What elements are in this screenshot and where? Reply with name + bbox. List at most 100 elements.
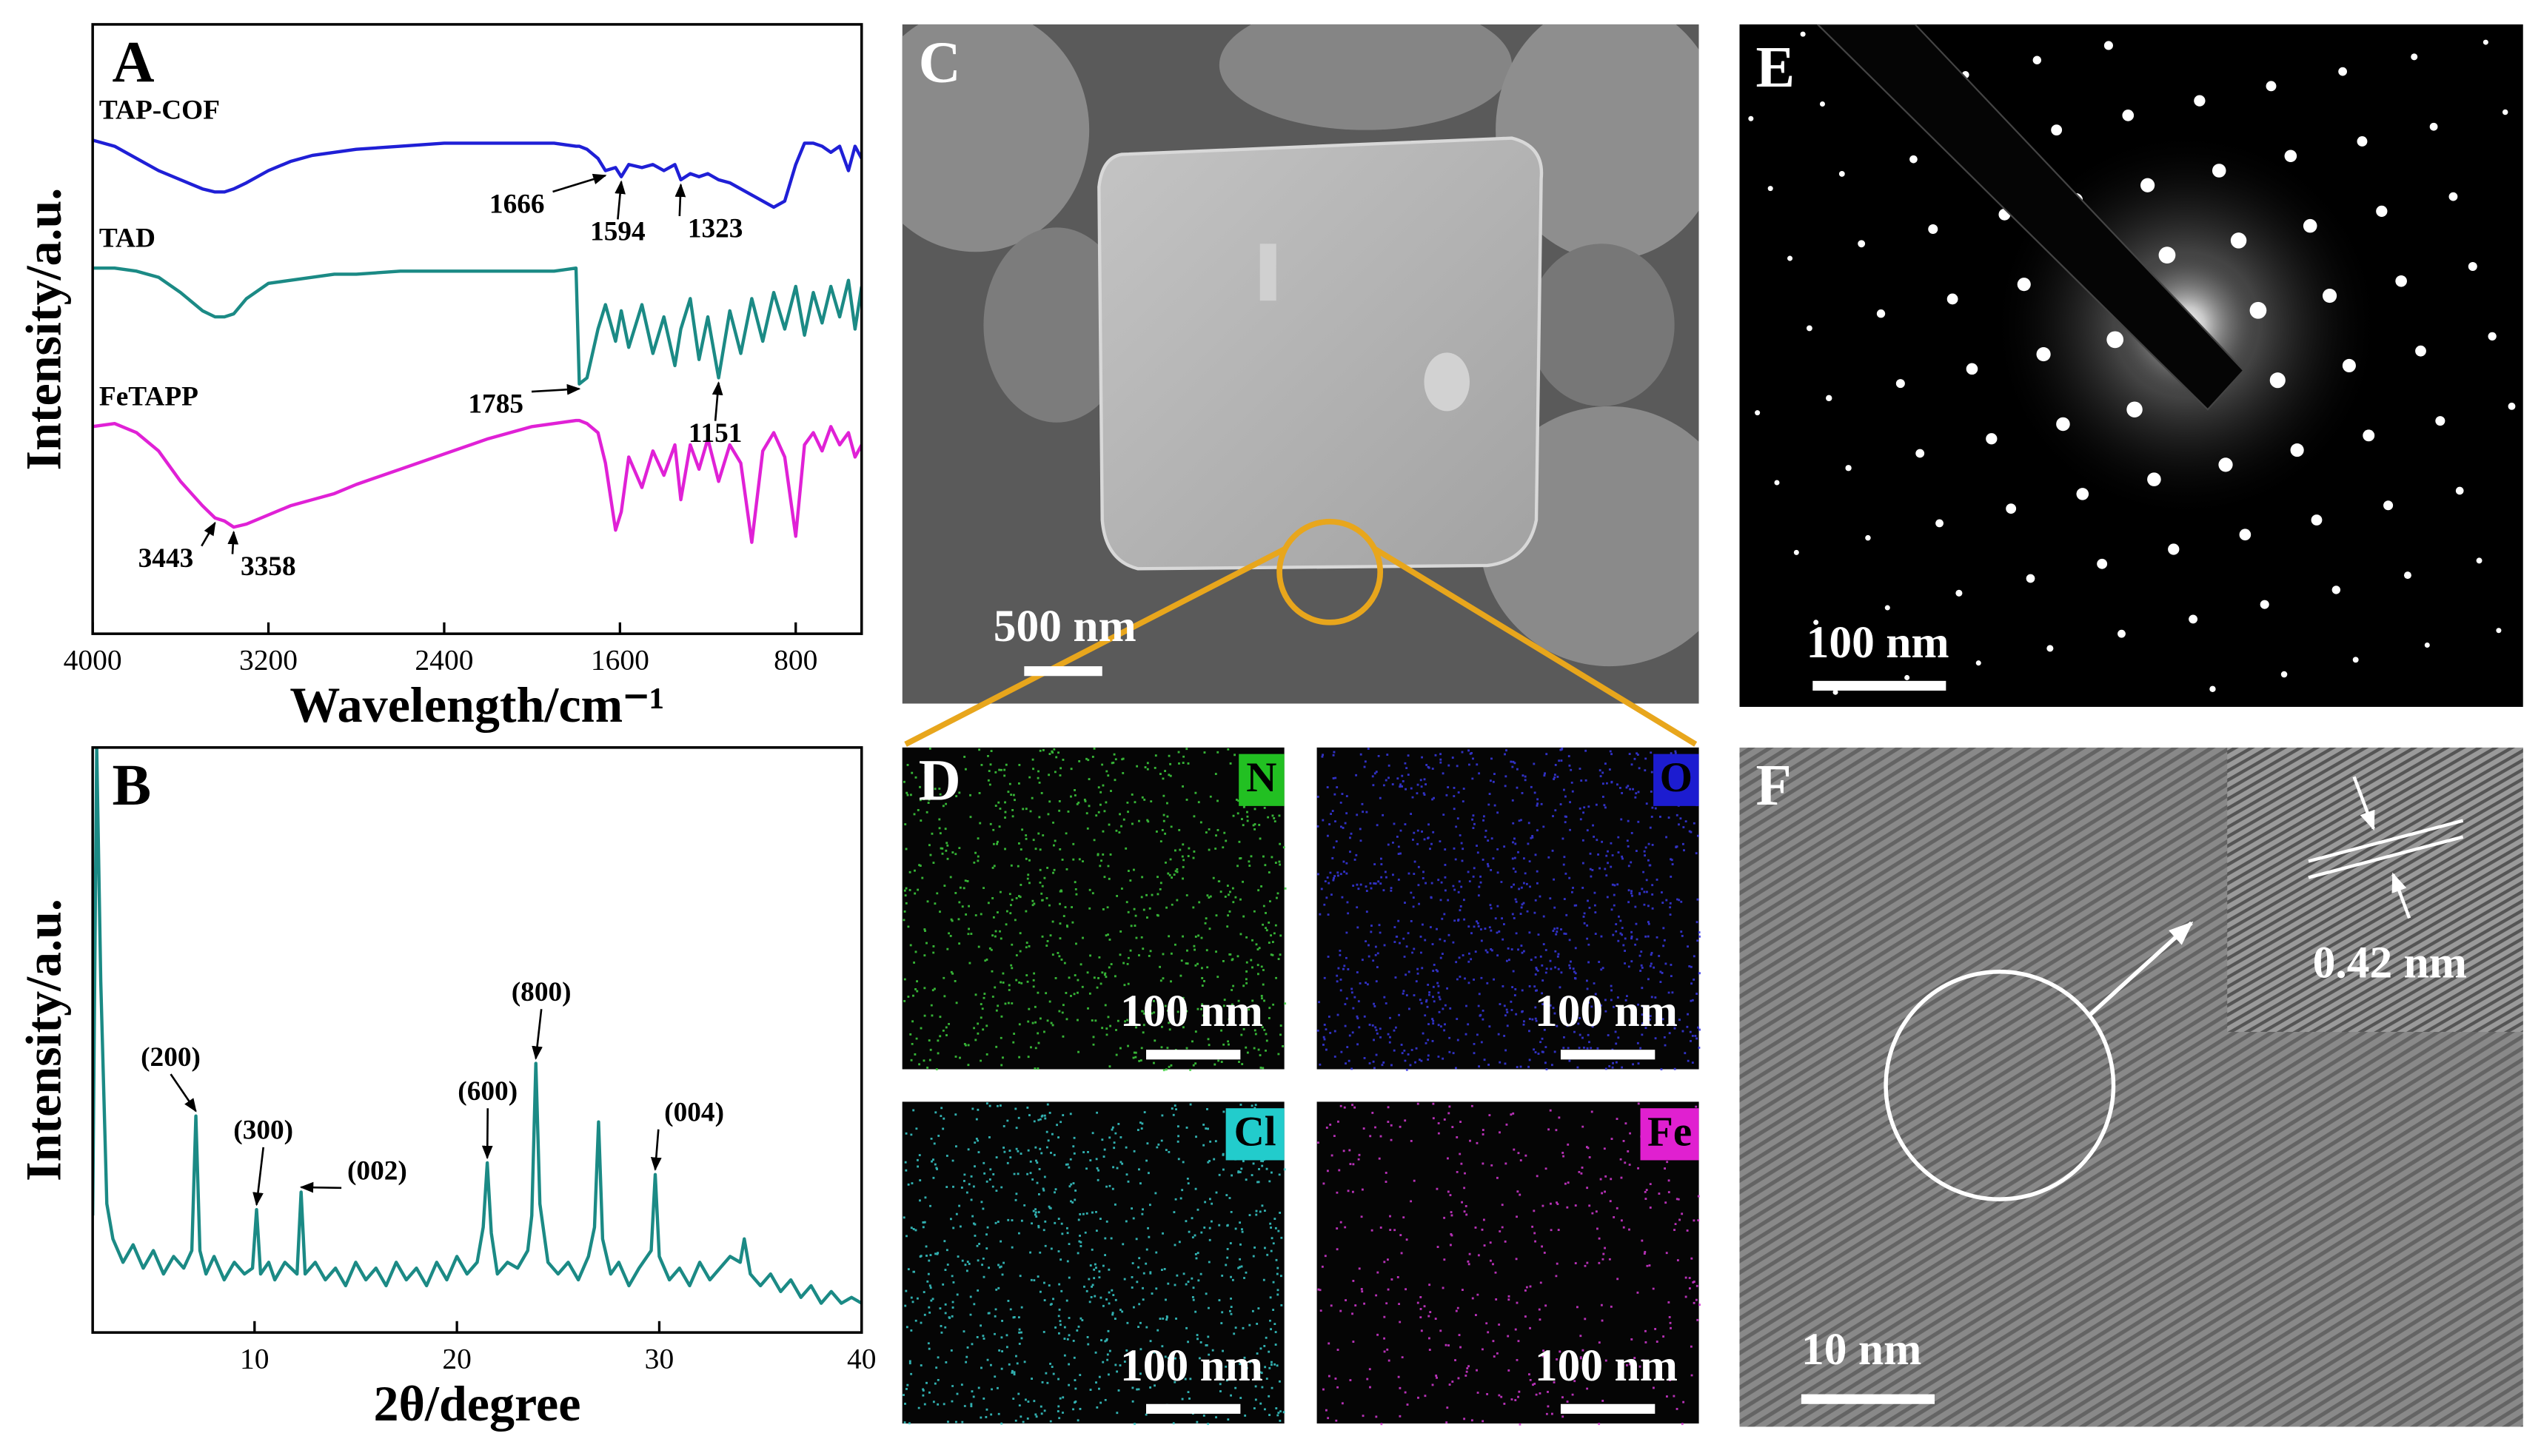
y-axis-title: Intensity/a.u. bbox=[15, 188, 71, 471]
x-tick-label: 2400 bbox=[415, 644, 473, 677]
diffraction-spot bbox=[1935, 519, 1944, 528]
diffraction-spot bbox=[2212, 164, 2226, 178]
diffraction-spot bbox=[2239, 529, 2252, 541]
diffraction-spot bbox=[1845, 465, 1852, 472]
annotation-label: 1666 bbox=[489, 189, 545, 219]
diffraction-spot bbox=[2496, 628, 2502, 634]
diffraction-spot bbox=[2342, 358, 2356, 373]
series-name: TAP-COF bbox=[99, 95, 220, 126]
diffraction-spot bbox=[1966, 363, 1978, 375]
data-line bbox=[93, 747, 862, 1305]
annotation-label: (300) bbox=[233, 1116, 293, 1146]
diffraction-spot bbox=[2118, 629, 2126, 638]
diffraction-spot bbox=[2415, 345, 2426, 357]
hrtem-circle bbox=[1884, 970, 2116, 1201]
annotation-arrow bbox=[201, 521, 216, 547]
sem-feature bbox=[1424, 352, 1470, 412]
eds-background bbox=[902, 1101, 1285, 1424]
y-axis-title: Intensity/a.u. bbox=[15, 899, 71, 1181]
zoom-line bbox=[904, 546, 1286, 747]
sem-image bbox=[902, 24, 1699, 704]
diffraction-spot bbox=[1774, 480, 1780, 486]
chart: TAP-COF TAD FeTAPP 4000 3200 2400 1600 800 Wavel… bbox=[15, 23, 863, 733]
diffraction-spot bbox=[2158, 246, 2176, 264]
x-tick-label: 4000 bbox=[64, 644, 122, 677]
diffraction-spot bbox=[2352, 657, 2359, 663]
diffraction-spot bbox=[2395, 275, 2407, 287]
diffraction-spot bbox=[2097, 558, 2108, 569]
diffraction-spot bbox=[2046, 645, 2054, 652]
diffraction-spot bbox=[2284, 150, 2297, 163]
scale-bar bbox=[1560, 1403, 1656, 1414]
x-axis-title: Wavelength/cm⁻¹ bbox=[289, 677, 664, 733]
data-line bbox=[93, 418, 862, 544]
scale-bar bbox=[1801, 1394, 1935, 1404]
diffraction-spot bbox=[2209, 685, 2216, 693]
panel-label: F bbox=[1755, 754, 1791, 818]
panel-label: B bbox=[113, 754, 152, 818]
element-label: Cl bbox=[1234, 1109, 1276, 1155]
annotation-label: (002) bbox=[347, 1156, 407, 1187]
diffraction-spot bbox=[2260, 600, 2269, 609]
scale-bar-label: 100 nm bbox=[1120, 986, 1263, 1036]
diffraction-spot bbox=[2280, 671, 2288, 678]
x-tick-label: 3200 bbox=[239, 644, 298, 677]
diffraction-spot bbox=[1904, 674, 1910, 680]
scale-bar-label: 100 nm bbox=[1535, 1341, 1678, 1391]
scale-bar-label: 100 nm bbox=[1120, 1341, 1263, 1391]
diffraction-spot bbox=[2006, 503, 2017, 514]
scale-bar bbox=[1024, 666, 1102, 677]
charts: TAP-COF TAD FeTAPP 4000 3200 2400 1600 800 Wavel… bbox=[15, 23, 877, 1432]
annotation-arrow bbox=[615, 180, 626, 220]
diffraction-spot bbox=[2435, 416, 2445, 426]
diffraction-spot bbox=[2249, 301, 2267, 319]
annotation-label: (600) bbox=[458, 1076, 518, 1107]
diffraction-spot bbox=[2468, 262, 2477, 272]
diffraction-spot bbox=[1928, 224, 1938, 235]
hrtem-arrow bbox=[2087, 921, 2194, 1018]
eds-map: Fe 100 nm bbox=[1316, 1101, 1701, 1426]
diffraction-spot bbox=[1767, 186, 1773, 192]
diffraction-spot bbox=[2376, 205, 2388, 218]
diffraction-spot bbox=[1946, 293, 1958, 305]
annotation-label: 1785 bbox=[468, 389, 523, 419]
diffraction-spot bbox=[1915, 449, 1925, 458]
plot-frame bbox=[91, 746, 863, 1334]
element-tag bbox=[1653, 754, 1699, 806]
diffraction-spot bbox=[2106, 331, 2124, 349]
eds-map: O 100 nm bbox=[1316, 747, 1701, 1071]
diffraction-spot bbox=[2126, 401, 2143, 417]
diffraction-spot bbox=[1748, 115, 1754, 121]
element-label: N bbox=[1246, 754, 1276, 801]
spacing-line bbox=[2308, 835, 2464, 879]
diffraction-spot bbox=[2303, 218, 2317, 233]
spacing-line bbox=[2308, 819, 2464, 863]
saed-image bbox=[1739, 24, 2523, 707]
diffraction-spot bbox=[2455, 486, 2464, 495]
diffraction-spot bbox=[2168, 543, 2180, 555]
diffraction-spot bbox=[2189, 614, 2198, 624]
scale-bar-label: 100 nm bbox=[1807, 617, 1949, 668]
x-tick-label: 30 bbox=[645, 1343, 674, 1375]
diffraction-spot bbox=[2230, 232, 2247, 249]
diffraction-spot bbox=[2331, 586, 2341, 594]
data-line bbox=[93, 266, 862, 386]
spacing-label: 0.42 nm bbox=[2313, 937, 2467, 987]
x-tick-label: 800 bbox=[774, 644, 817, 677]
diffraction-spot bbox=[2032, 56, 2042, 64]
diffraction-spot bbox=[2017, 278, 2031, 292]
annotation-label: 1151 bbox=[689, 418, 743, 449]
element-label: Fe bbox=[1647, 1109, 1692, 1155]
diffraction-spot bbox=[1884, 605, 1890, 611]
diffraction-spot bbox=[1858, 240, 1866, 248]
diffraction-spot bbox=[2322, 288, 2337, 303]
diffraction-spot bbox=[2140, 178, 2155, 192]
hrtem-inset bbox=[2227, 747, 2523, 1033]
panel-label: C bbox=[919, 30, 961, 95]
spacing-arrow bbox=[2391, 872, 2411, 919]
diffraction-spot bbox=[2103, 41, 2113, 50]
spacing-arrow bbox=[2352, 776, 2375, 831]
scale-bar-label: 500 nm bbox=[994, 601, 1136, 651]
